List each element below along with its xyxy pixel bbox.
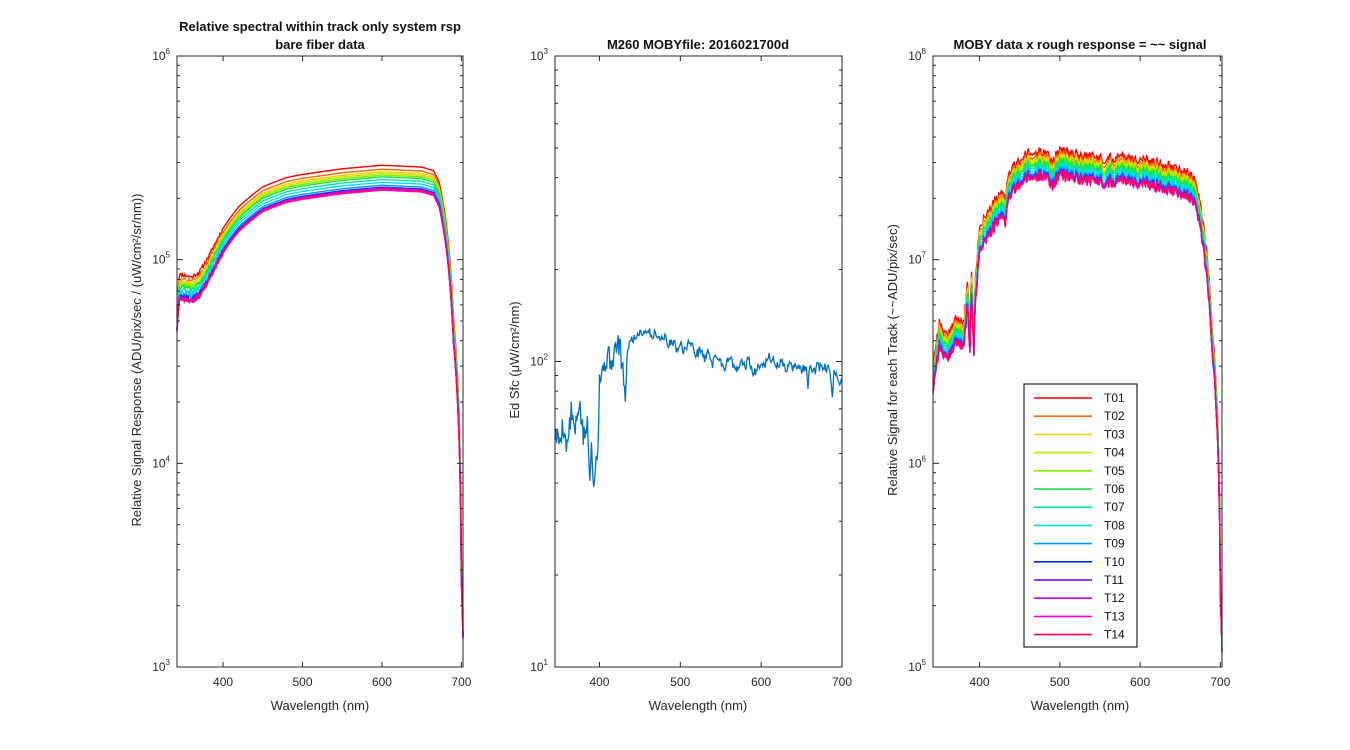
series-line-T14 — [932, 169, 1223, 652]
x-tick-label: 500 — [293, 675, 313, 689]
y-tick-label: 104 — [152, 454, 170, 470]
chart-middle-series-group — [554, 327, 843, 487]
x-tick-label: 400 — [213, 675, 233, 689]
legend-label-T04: T04 — [1104, 446, 1125, 460]
series-line-T01 — [932, 145, 1223, 628]
legend-box — [1023, 383, 1138, 648]
chart-left: Relative spectral within track only syst… — [129, 19, 472, 713]
x-tick-label: 500 — [1050, 675, 1070, 689]
chart-middle: M260 MOBYfile: 2016021700d 400 500 600 700 1… — [507, 37, 852, 713]
legend-label-T05: T05 — [1104, 464, 1125, 478]
y-tick-label: 105 — [152, 251, 170, 267]
chart-middle-axes: 400 500 600 700 101 102 103 — [530, 47, 852, 689]
chart-middle-title: M260 MOBYfile: 2016021700d — [607, 37, 789, 52]
x-tick-label: 600 — [751, 675, 771, 689]
legend: T01 T02 T03 T04 T05 T06 T07 T08 T09 T10 T11 T12 T13 T… — [1023, 383, 1138, 648]
legend-label-T06: T06 — [1104, 482, 1125, 496]
chart-right: MOBY data x rough response = ~~ signal 4… — [885, 37, 1231, 713]
x-tick-label: 700 — [1210, 675, 1230, 689]
legend-label-T03: T03 — [1104, 427, 1125, 441]
series-line-T09 — [176, 184, 464, 634]
x-tick-label: 700 — [832, 675, 852, 689]
series-line-T03 — [176, 171, 464, 621]
series-line-T06 — [176, 176, 464, 626]
y-tick-label: 105 — [908, 658, 926, 674]
chart-middle-ylabel: Ed Sfc (μW/cm²/nm) — [507, 301, 522, 418]
y-tick-label: 101 — [530, 658, 548, 674]
chart-right-axes: 400 500 600 700 105 106 107 108 — [908, 47, 1231, 689]
plot-frame — [176, 55, 464, 668]
series-line-T07 — [176, 178, 464, 629]
chart-left-series-group — [176, 164, 464, 639]
y-tick-label: 106 — [908, 454, 926, 470]
y-tick-label: 106 — [152, 47, 170, 63]
chart-left-subtitle: bare fiber data — [275, 37, 365, 52]
chart-left-axes: 400 500 600 700 103 104 105 106 — [152, 47, 472, 689]
legend-label-T02: T02 — [1104, 409, 1125, 423]
chart-right-title: MOBY data x rough response = ~~ signal — [954, 37, 1207, 52]
series-line-T02 — [176, 168, 464, 618]
legend-label-T11: T11 — [1104, 573, 1124, 587]
legend-label-T10: T10 — [1104, 555, 1125, 569]
y-tick-label: 103 — [152, 658, 170, 674]
legend-label-T13: T13 — [1104, 609, 1125, 623]
chart-right-series-group — [932, 145, 1223, 653]
legend-label-T01: T01 — [1104, 391, 1125, 405]
series-line-T01 — [176, 164, 464, 614]
series-line-T08 — [176, 181, 464, 631]
chart-right-xlabel: Wavelength (nm) — [1031, 698, 1130, 713]
x-tick-label: 700 — [451, 675, 471, 689]
legend-label-T09: T09 — [1104, 537, 1125, 551]
chart-left-title: Relative spectral within track only syst… — [179, 19, 461, 34]
x-tick-label: 400 — [589, 675, 609, 689]
series-line-T14 — [176, 188, 464, 638]
y-tick-label: 102 — [530, 353, 548, 369]
x-tick-label: 600 — [372, 675, 392, 689]
y-tick-label: 103 — [530, 47, 548, 63]
chart-middle-xlabel: Wavelength (nm) — [649, 698, 748, 713]
x-tick-label: 500 — [670, 675, 690, 689]
legend-label-T14: T14 — [1104, 628, 1125, 642]
chart-right-ylabel: Relative Signal for each Track (~~ADU/pi… — [885, 224, 900, 496]
plot-frame — [932, 55, 1223, 668]
series-line-T05 — [176, 174, 464, 624]
chart-left-xlabel: Wavelength (nm) — [271, 698, 370, 713]
y-tick-label: 107 — [908, 251, 926, 267]
x-tick-label: 600 — [1130, 675, 1150, 689]
legend-label-T07: T07 — [1104, 500, 1125, 514]
legend-label-T12: T12 — [1104, 591, 1125, 605]
series-line-T04 — [176, 172, 464, 623]
legend-label-T08: T08 — [1104, 518, 1125, 532]
x-tick-label: 400 — [970, 675, 990, 689]
chart-left-ylabel: Relative Signal Response (ADU/pix/sec / … — [129, 193, 144, 526]
y-tick-label: 108 — [908, 47, 926, 63]
series-line-ed-sfc — [554, 327, 843, 487]
